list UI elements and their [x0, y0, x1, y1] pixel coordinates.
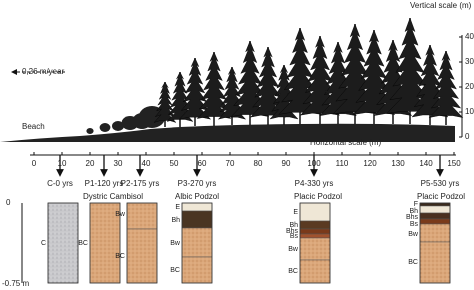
horizon	[299, 228, 331, 235]
vertical-scale-title: Vertical scale (m)	[410, 1, 472, 10]
horizon-label: Bh	[171, 217, 180, 224]
horizon	[419, 218, 451, 225]
horizon-label: Bs	[410, 221, 419, 228]
tree	[332, 23, 378, 115]
soil-type: Placic Podzol	[294, 192, 342, 201]
horizon	[181, 227, 213, 258]
horizon-label: BC	[408, 259, 418, 266]
horizontal-tick-label: 150	[447, 159, 461, 168]
profile-outline	[299, 202, 331, 284]
horizon-label: E	[293, 209, 298, 216]
soil-type: Placic Podzol	[417, 192, 465, 201]
horizon	[419, 241, 451, 284]
soil-type: Albic Podzol	[175, 192, 219, 201]
shrub	[86, 128, 94, 134]
tree	[299, 35, 341, 116]
horizontal-tick-label: 130	[391, 159, 405, 168]
soil-type: Dystric Cambisol	[83, 192, 143, 201]
shrub	[138, 106, 166, 128]
tree	[217, 66, 247, 120]
horizon-label: Bw	[408, 231, 419, 238]
horizontal-tick-label: 30	[114, 159, 123, 168]
horizontal-scale-title: Horizontal scale (m)	[310, 138, 381, 147]
horizontal-tick-label: 70	[226, 159, 235, 168]
horizon	[419, 205, 451, 214]
horizon-label: Bs	[290, 233, 299, 240]
site-label: P5-530 yrs	[421, 179, 460, 188]
horizon	[419, 212, 451, 220]
horizon	[181, 202, 213, 212]
horizon	[299, 202, 331, 222]
horizon	[126, 202, 158, 230]
horizon-label: Bh	[289, 222, 298, 229]
horizon	[47, 202, 79, 284]
horizon	[419, 202, 451, 207]
profile-outline	[181, 202, 213, 284]
profile-outline	[89, 202, 121, 284]
horizon-label: BC	[115, 253, 125, 260]
profile-outline	[419, 202, 451, 284]
horizon	[181, 256, 213, 284]
vertical-tick-label: 10	[465, 107, 474, 116]
vertical-tick-label: 40	[465, 32, 474, 41]
horizon-label: BC	[170, 267, 180, 274]
shrub	[99, 123, 111, 132]
horizontal-tick-label: 20	[86, 159, 95, 168]
profile-outline	[126, 202, 158, 284]
tree	[196, 51, 232, 119]
horizon-label: Bw	[115, 211, 126, 218]
shrub	[112, 121, 124, 131]
horizon-label: Bw	[288, 246, 299, 253]
horizon	[181, 210, 213, 229]
horizon-label: Bhs	[286, 228, 299, 235]
horizontal-tick-label: 80	[254, 159, 263, 168]
horizon-label: Bw	[170, 240, 181, 247]
horizontal-tick-label: 110	[336, 159, 349, 168]
site-label: P2-175 yrs	[121, 179, 160, 188]
horizon-label: Bhs	[406, 214, 419, 221]
horizon	[299, 259, 331, 284]
horizon-label: E	[175, 204, 180, 211]
horizon-label: Bh	[409, 208, 418, 215]
tree	[230, 40, 270, 117]
horizon	[126, 228, 158, 284]
tree	[352, 29, 396, 115]
horizontal-tick-label: 120	[363, 159, 377, 168]
tree	[386, 17, 434, 114]
profile-outline	[47, 202, 79, 284]
site-label: P3-270 yrs	[178, 179, 217, 188]
horizontal-tick-label: 140	[419, 159, 433, 168]
migration-label: 0,26 m/year	[22, 67, 65, 76]
horizon-label: BC	[288, 268, 298, 275]
beach-label: Beach	[22, 122, 45, 131]
terrain	[0, 123, 455, 142]
horizon	[299, 220, 331, 230]
vertical-tick-label: 0	[465, 132, 470, 141]
tree	[178, 57, 212, 120]
vertical-tick-label: 20	[465, 82, 474, 91]
horizon	[299, 237, 331, 261]
vertical-tick-label: 30	[465, 57, 474, 66]
forest	[86, 17, 464, 134]
depth-top: 0	[6, 198, 11, 207]
horizontal-tick-label: 0	[32, 159, 37, 168]
horizon-label: F	[414, 201, 418, 208]
site-label: P1-120 yrs	[85, 179, 124, 188]
site-label: C-0 yrs	[47, 179, 73, 188]
tree	[278, 27, 322, 115]
horizontal-tick-label: 50	[170, 159, 179, 168]
horizon-label: BC	[78, 240, 88, 247]
horizontal-tick-label: 60	[198, 159, 207, 168]
horizontal-tick-label: 90	[282, 159, 291, 168]
horizon	[299, 233, 331, 239]
depth-bottom: -0.75 m	[2, 279, 29, 288]
horizontal-tick-label: 40	[142, 159, 151, 168]
site-label: P4-330 yrs	[295, 179, 334, 188]
tree	[428, 50, 464, 118]
horizon	[419, 223, 451, 243]
horizontal-tick-label: 10	[58, 159, 67, 168]
horizon-label: C	[41, 240, 46, 247]
